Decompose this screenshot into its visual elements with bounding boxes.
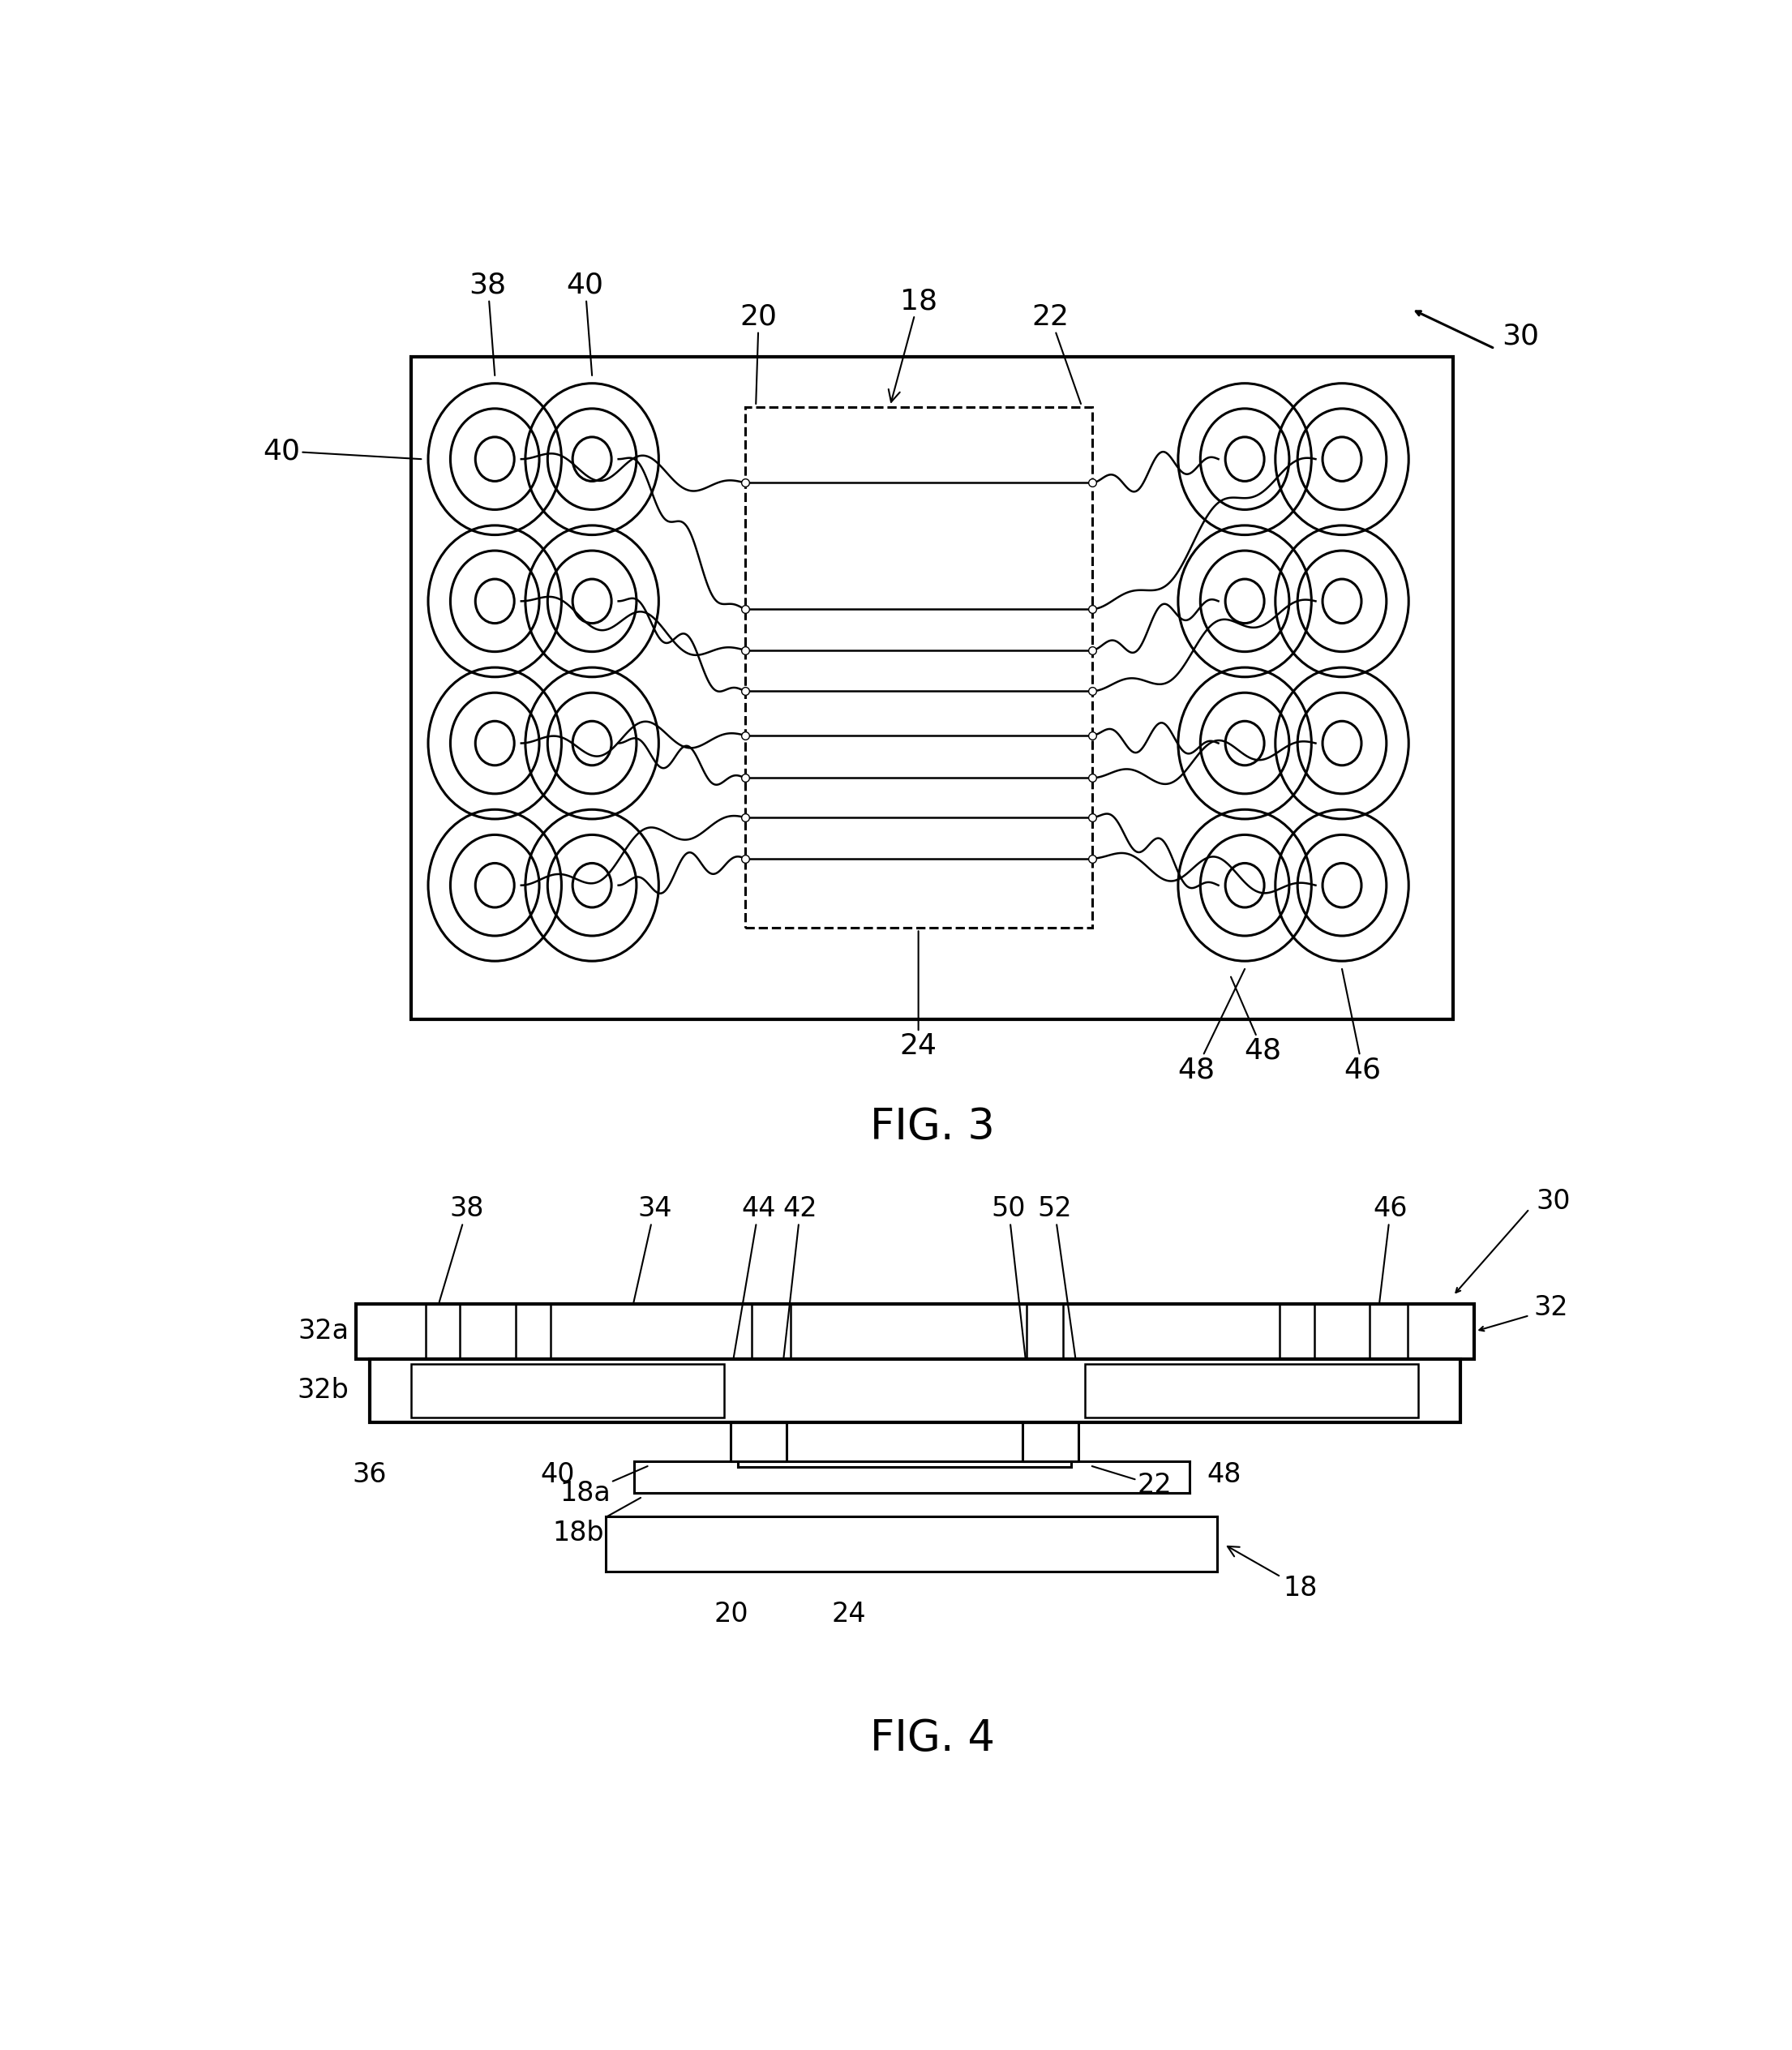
Text: 36: 36 <box>353 1462 387 1488</box>
Text: 40: 40 <box>566 271 604 375</box>
Text: 20: 20 <box>740 303 778 404</box>
Text: 18b: 18b <box>552 1499 642 1546</box>
Text: 18: 18 <box>889 287 937 402</box>
Text: 22: 22 <box>1091 1466 1172 1499</box>
Bar <box>1086 1363 1419 1417</box>
Text: 42: 42 <box>783 1195 817 1357</box>
Bar <box>412 1363 724 1417</box>
Text: FIG. 3: FIG. 3 <box>869 1107 995 1148</box>
Text: 30: 30 <box>1536 1187 1572 1214</box>
Bar <box>412 357 1453 1019</box>
Text: 38: 38 <box>439 1195 484 1302</box>
Text: 48: 48 <box>1177 970 1245 1084</box>
Text: 32: 32 <box>1534 1294 1568 1320</box>
Text: 46: 46 <box>1373 1195 1409 1302</box>
Bar <box>357 1304 1475 1359</box>
Text: 20: 20 <box>713 1601 749 1628</box>
Text: 48: 48 <box>1206 1462 1242 1488</box>
Text: 44: 44 <box>733 1195 776 1357</box>
Text: 22: 22 <box>1032 303 1081 404</box>
Text: 18a: 18a <box>559 1466 647 1507</box>
Text: 40: 40 <box>263 437 421 465</box>
Text: 46: 46 <box>1342 970 1382 1084</box>
Text: 34: 34 <box>634 1195 672 1302</box>
Text: 32b: 32b <box>297 1378 349 1404</box>
Text: 24: 24 <box>831 1601 866 1628</box>
Text: 40: 40 <box>539 1462 575 1488</box>
Text: 48: 48 <box>1231 978 1281 1064</box>
Text: 18: 18 <box>1228 1546 1317 1601</box>
Bar <box>745 408 1091 929</box>
Text: 50: 50 <box>991 1195 1025 1357</box>
Text: 24: 24 <box>900 931 937 1060</box>
Text: FIG. 4: FIG. 4 <box>869 1718 995 1759</box>
Text: 30: 30 <box>1502 322 1539 351</box>
Text: 52: 52 <box>1038 1195 1075 1357</box>
Text: 38: 38 <box>470 271 507 375</box>
Text: 32a: 32a <box>297 1318 349 1345</box>
Bar <box>369 1359 1460 1423</box>
